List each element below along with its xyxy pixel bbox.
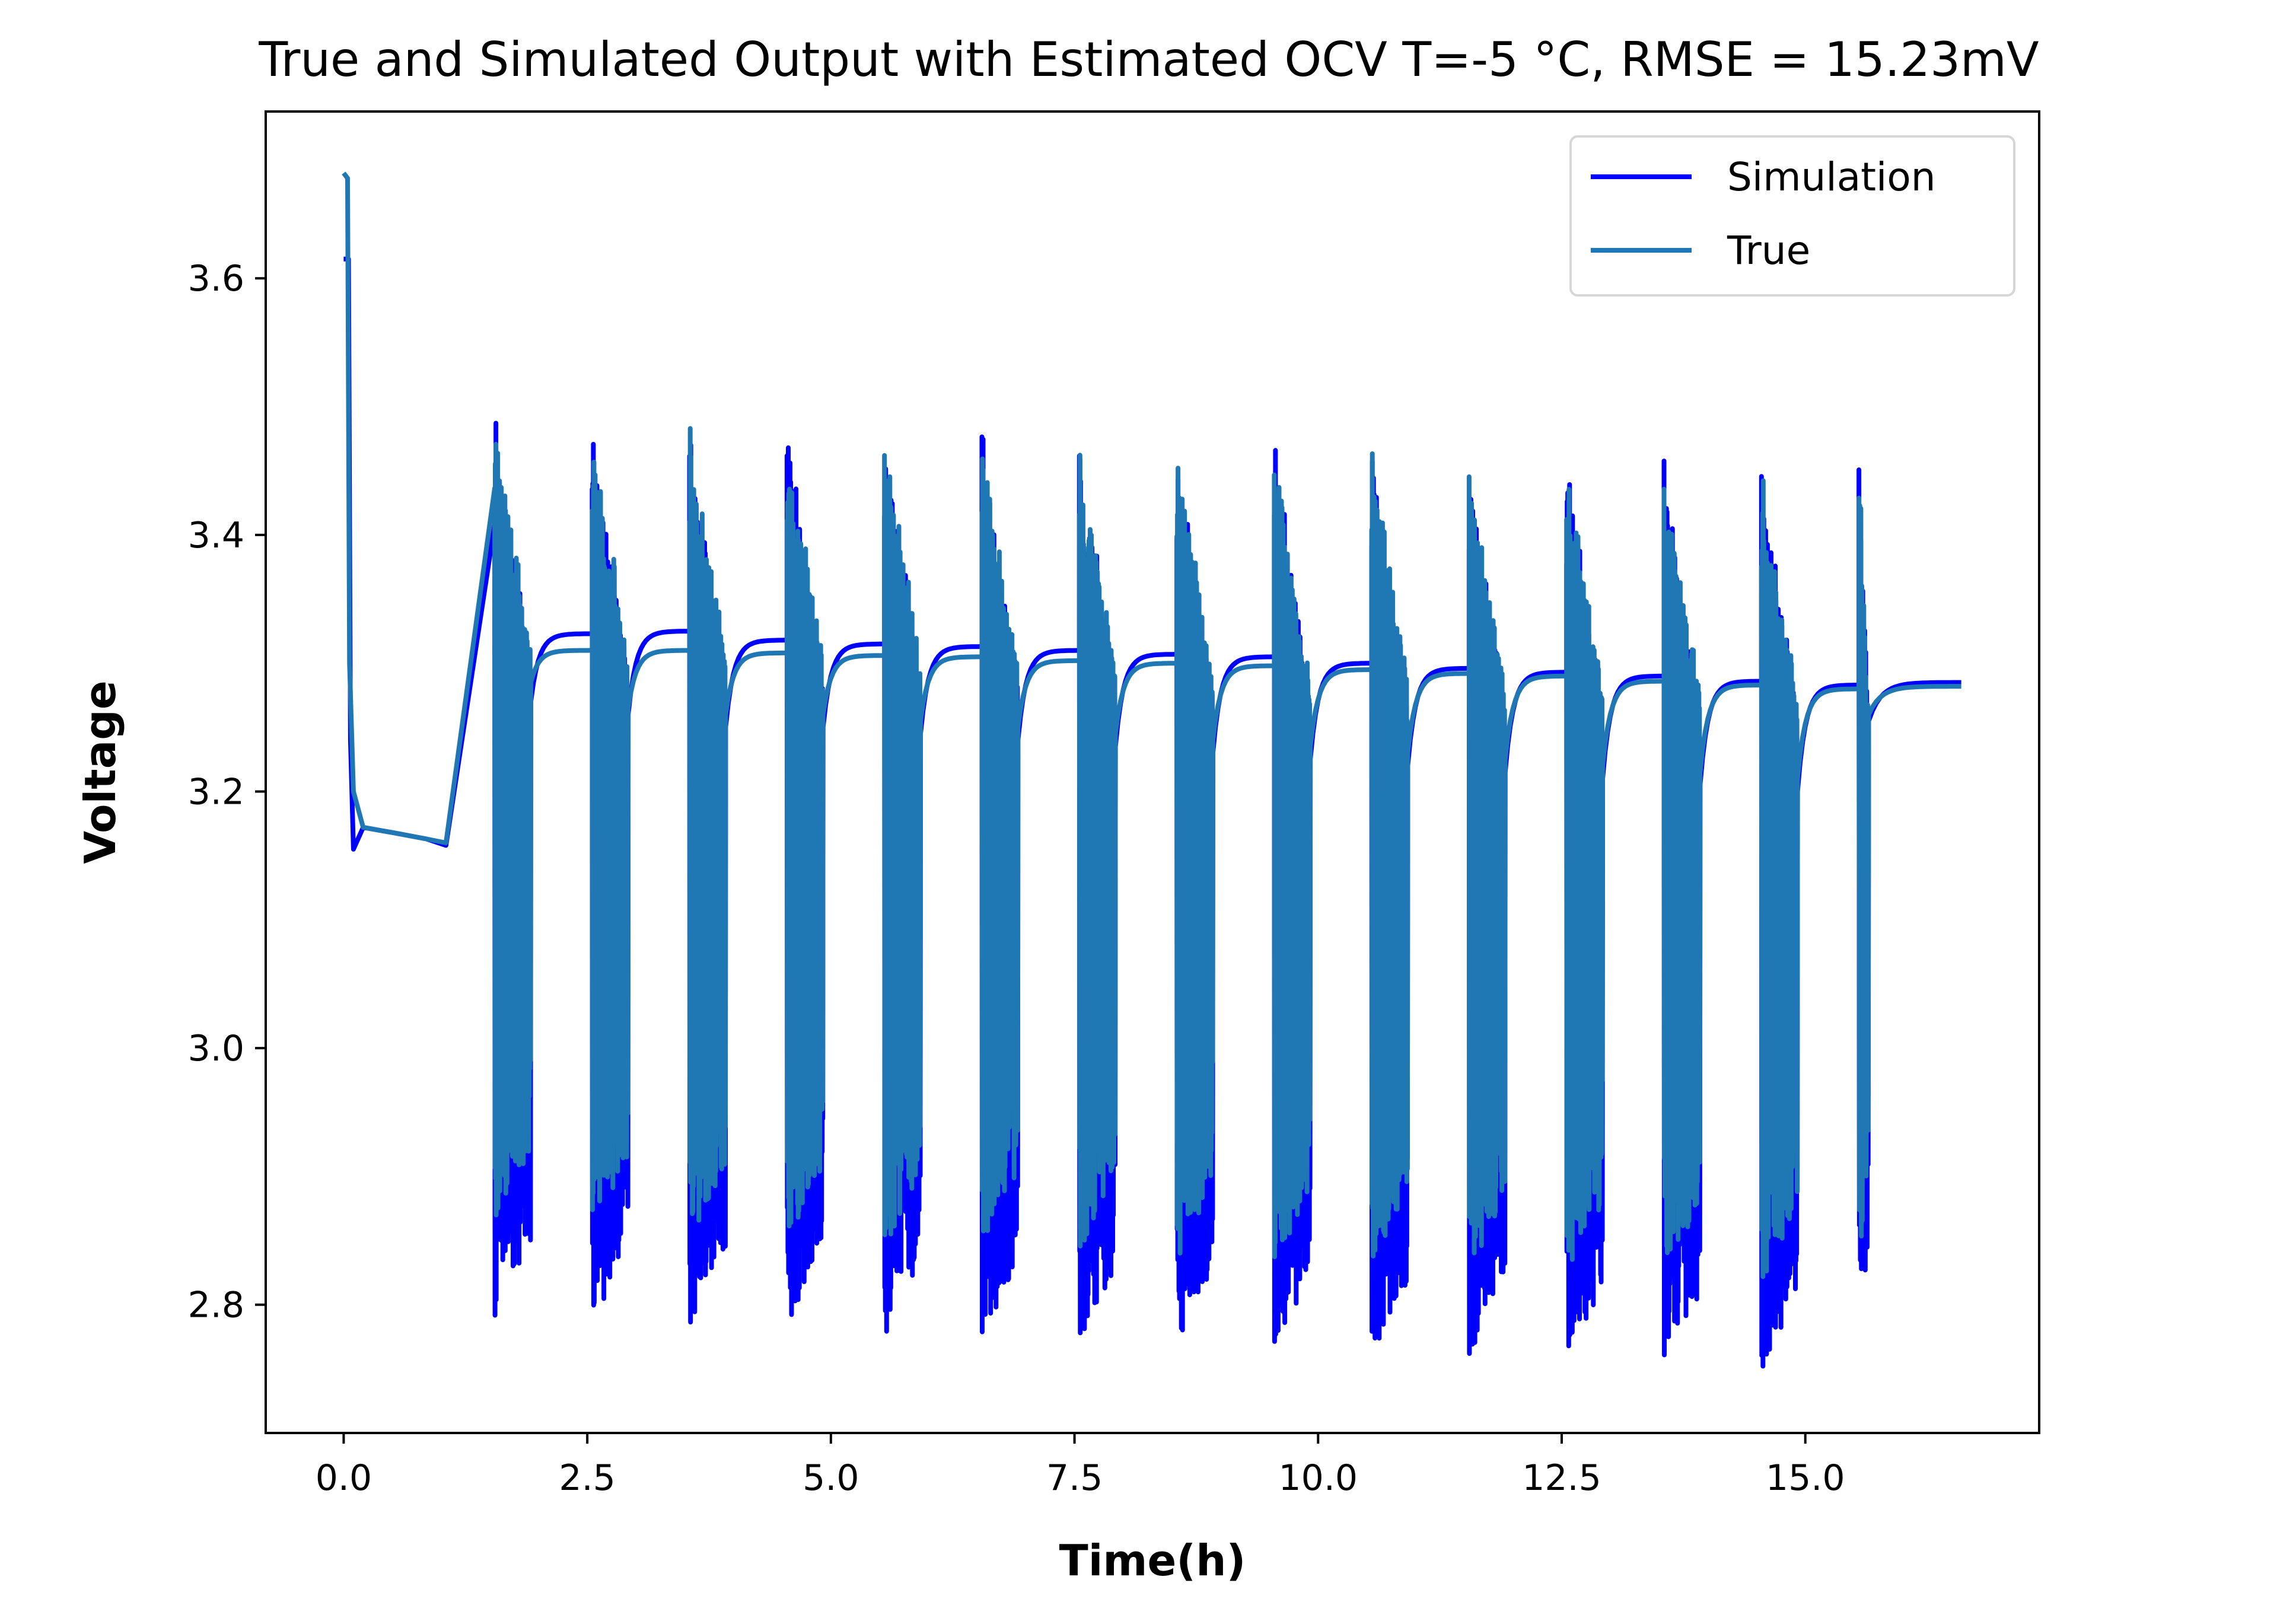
- y-tick-label: 3.0: [188, 1028, 244, 1069]
- x-tick-label: 12.5: [1522, 1457, 1601, 1499]
- y-tick-label: 3.6: [188, 258, 244, 300]
- series-layer: [342, 171, 1961, 1369]
- x-axis: 0.0 2.5 5.0 7.5 10.0 12.5 15.0: [316, 1433, 1845, 1499]
- legend: Simulation True: [1569, 135, 2015, 297]
- x-tick-label: 0.0: [316, 1457, 372, 1499]
- y-axis-label: Voltage: [75, 680, 125, 864]
- x-tick-label: 10.0: [1278, 1457, 1358, 1499]
- x-tick-label: 15.0: [1766, 1457, 1845, 1499]
- series-line-true: [342, 171, 1961, 1279]
- chart-title: True and Simulated Output with Estimated…: [258, 32, 2039, 87]
- legend-label-simulation: Simulation: [1727, 154, 1936, 200]
- x-tick-label: 2.5: [559, 1457, 615, 1499]
- y-tick-label: 3.4: [188, 515, 244, 556]
- y-axis: 2.8 3.0 3.2 3.4 3.6: [188, 258, 266, 1326]
- legend-label-true: True: [1727, 228, 1810, 273]
- y-tick-label: 3.2: [188, 771, 244, 813]
- x-axis-label: Time(h): [1059, 1536, 1246, 1585]
- x-tick-label: 5.0: [803, 1457, 859, 1499]
- x-tick-label: 7.5: [1046, 1457, 1103, 1499]
- plot-frame: [265, 110, 2040, 1434]
- y-tick-label: 2.8: [188, 1285, 244, 1326]
